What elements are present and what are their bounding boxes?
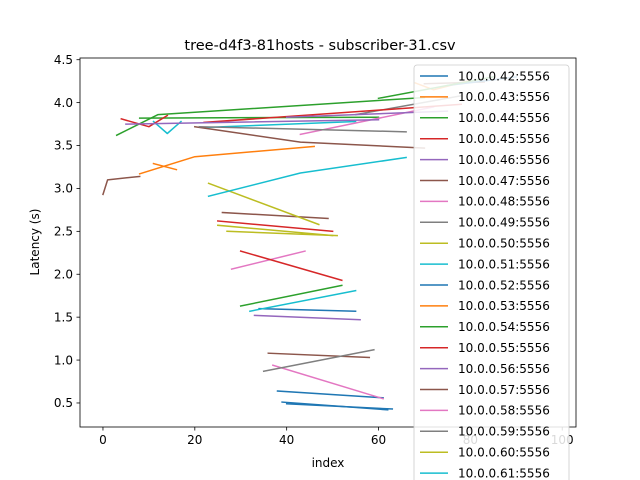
series-line-12 [152,162,178,171]
axes: 0204060801000.51.01.52.02.53.03.54.04.5 [54,53,577,447]
legend-entry-label: 10.0.0.48:5556 [458,195,550,209]
series-line-17 [271,364,385,400]
extra-series-line [193,125,426,149]
series-line-3 [115,96,426,137]
series-line-6 [102,175,141,196]
y-tick-label: 2.5 [54,225,73,239]
extra-series-line [258,307,357,312]
y-tick-label: 4.5 [54,53,73,67]
legend-entry-label: 10.0.0.46:5556 [458,153,550,167]
legend-entry-label: 10.0.0.54:5556 [458,320,550,334]
chart-title: tree-d4f3-81hosts - subscriber-31.csv [184,38,456,54]
series-line-14 [239,250,343,282]
y-tick-label: 1.0 [54,353,73,367]
x-tick-label: 60 [371,433,386,447]
series-line-11 [285,403,394,410]
legend-entry-label: 10.0.0.43:5556 [458,90,550,104]
y-tick-label: 3.0 [54,182,73,196]
y-tick-label: 1.5 [54,310,73,324]
legend-entry-label: 10.0.0.42:5556 [458,69,550,83]
y-axis-label: Latency (s) [28,209,42,276]
legend-entry-label: 10.0.0.57:5556 [458,383,550,397]
legend-entry-label: 10.0.0.58:5556 [458,404,550,418]
series-line-8 [198,125,407,133]
legend-entry-label: 10.0.0.51:5556 [458,257,550,271]
x-axis-label: index [312,456,345,470]
series-line-4 [120,114,169,128]
legend-entry-label: 10.0.0.61:5556 [458,466,550,480]
series-line-18 [262,348,375,373]
extra-series-line [138,116,380,119]
series-line-15 [253,314,361,321]
legend-entry-label: 10.0.0.56:5556 [458,362,550,376]
legend-entry-label: 10.0.0.55:5556 [458,341,550,355]
extra-series-line [276,390,384,399]
y-tick-label: 0.5 [54,396,73,410]
extra-series-line [216,220,334,233]
legend-entry-label: 10.0.0.45:5556 [458,132,550,146]
series-line-10 [207,156,407,198]
plot-frame [79,57,577,428]
legend-entry-label: 10.0.0.52:5556 [458,278,550,292]
series-line-5 [125,119,380,125]
series-line-9 [207,182,320,226]
series-line-7 [230,250,306,271]
series-line-2 [138,145,316,175]
y-tick-label: 3.5 [54,139,73,153]
extra-series-line [152,120,183,135]
extra-series-line [216,224,334,237]
series-line-19 [226,230,338,237]
series-line-16 [267,352,371,359]
y-tick-label: 2.0 [54,267,73,281]
y-tick-label: 4.0 [54,96,73,110]
extra-series-line [203,120,357,129]
x-tick-label: 0 [99,433,107,447]
legend-entry-label: 10.0.0.47:5556 [458,174,550,188]
legend-entry-label: 10.0.0.60:5556 [458,446,550,460]
series-line-13 [239,284,343,307]
legend-entry-label: 10.0.0.49:5556 [458,216,550,230]
extra-series-line [221,211,329,220]
series-line-20 [249,289,357,313]
x-tick-label: 20 [187,433,202,447]
legend-entry-label: 10.0.0.53:5556 [458,299,550,313]
legend-entry-label: 10.0.0.59:5556 [458,425,550,439]
legend-box [413,64,570,480]
legend-entry-label: 10.0.0.50:5556 [458,237,550,251]
legend: 10.0.0.42:5556 10.0.0.43:5556 10.0.0.44:55… [413,64,570,480]
legend-entry-label: 10.0.0.44:5556 [458,111,550,125]
x-tick-label: 40 [279,433,294,447]
